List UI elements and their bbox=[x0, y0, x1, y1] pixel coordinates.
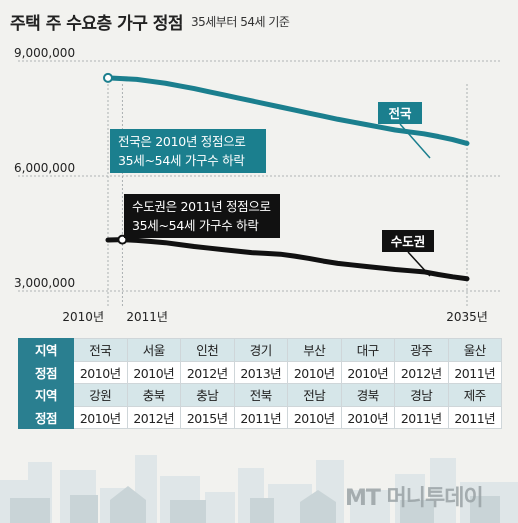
region-cell: 충북 bbox=[126, 383, 181, 407]
series-line-capital bbox=[105, 237, 470, 282]
peak-cell: 2011년 bbox=[233, 405, 288, 429]
publisher-logo: MT 머니투데이 bbox=[345, 480, 484, 512]
x-tick-label: 2010년 bbox=[62, 310, 104, 324]
y-tick-label: 3,000,000 bbox=[14, 276, 75, 290]
x-tick-label: 2011년 bbox=[126, 310, 168, 324]
peak-cell: 2011년 bbox=[447, 360, 502, 384]
capital-tag-box bbox=[382, 230, 434, 252]
region-cell: 울산 bbox=[447, 338, 502, 362]
capital-tag-label: 수도권 bbox=[391, 234, 426, 249]
peak-cell: 2010년 bbox=[287, 360, 342, 384]
national-callout-line: 35세~54세 가구수 하락 bbox=[118, 153, 245, 168]
tag-connector bbox=[399, 123, 431, 159]
region-cell: 인천 bbox=[180, 338, 235, 362]
region-cell: 전남 bbox=[287, 383, 342, 407]
city-skyline-decoration bbox=[0, 455, 518, 523]
table-row: 지역 강원 충북 충남 전북 전남 경북 경남 제주 bbox=[18, 383, 502, 407]
peak-cell: 2010년 bbox=[340, 360, 395, 384]
peak-cell: 2010년 bbox=[73, 405, 128, 429]
region-header-cell: 지역 bbox=[18, 383, 74, 407]
logo-text: MT 머니투데이 bbox=[345, 486, 484, 511]
peak-cell: 2012년 bbox=[126, 405, 181, 429]
region-cell: 충남 bbox=[180, 383, 235, 407]
region-cell: 대구 bbox=[340, 338, 395, 362]
peak-header-cell: 정점 bbox=[18, 405, 74, 429]
x-tick-label: 2035년 bbox=[446, 310, 488, 324]
peak-header-cell: 정점 bbox=[18, 360, 74, 384]
region-cell: 강원 bbox=[73, 383, 128, 407]
capital-callout-line: 35세~54세 가구수 하락 bbox=[132, 218, 259, 233]
peak-cell: 2010년 bbox=[340, 405, 395, 429]
tag-connector bbox=[407, 251, 431, 277]
national-callout-line: 전국은 2010년 정점으로 bbox=[118, 134, 246, 149]
national-callout-box bbox=[110, 129, 266, 173]
capital-callout-line: 수도권은 2011년 정점으로 bbox=[132, 199, 271, 214]
peak-marker bbox=[103, 72, 113, 83]
peak-cell: 2011년 bbox=[394, 405, 449, 429]
table-row: 정점 2010년 2012년 2015년 2011년 2010년 2010년 2011년 201… bbox=[18, 405, 502, 429]
region-cell: 경기 bbox=[233, 338, 288, 362]
peak-cell: 2015년 bbox=[180, 405, 235, 429]
peak-cell: 2010년 bbox=[287, 405, 342, 429]
region-cell: 전국 bbox=[73, 338, 128, 362]
peak-cell: 2012년 bbox=[180, 360, 235, 384]
peak-cell: 2010년 bbox=[73, 360, 128, 384]
region-cell: 서울 bbox=[126, 338, 181, 362]
capital-callout-box bbox=[124, 194, 280, 238]
chart-subtitle: 35세부터 54세 기준 bbox=[191, 15, 290, 29]
peak-cell: 2011년 bbox=[447, 405, 502, 429]
peak-table: 지역 전국 서울 인천 경기 부산 대구 광주 울산 정점 2010년 2010년 2012년 2013년… bbox=[18, 338, 502, 429]
peak-cell: 2010년 bbox=[126, 360, 181, 384]
region-header-cell: 지역 bbox=[18, 338, 74, 362]
region-cell: 부산 bbox=[287, 338, 342, 362]
chart-title: 주택 주 수요층 가구 정점 bbox=[10, 14, 184, 34]
national-tag-label: 전국 bbox=[388, 106, 412, 121]
peak-cell: 2012년 bbox=[394, 360, 449, 384]
region-cell: 경남 bbox=[394, 383, 449, 407]
y-tick-label: 9,000,000 bbox=[14, 46, 75, 60]
region-cell: 광주 bbox=[394, 338, 449, 362]
peak-cell: 2013년 bbox=[233, 360, 288, 384]
region-cell: 전북 bbox=[233, 383, 288, 407]
table-row: 정점 2010년 2010년 2012년 2013년 2010년 2010년 2012년 201… bbox=[18, 360, 502, 384]
region-cell: 제주 bbox=[447, 383, 502, 407]
table-row: 지역 전국 서울 인천 경기 부산 대구 광주 울산 bbox=[18, 338, 502, 362]
national-tag-box bbox=[378, 102, 422, 124]
y-tick-label: 6,000,000 bbox=[14, 161, 75, 175]
region-cell: 경북 bbox=[340, 383, 395, 407]
line-chart: 9,000,000 6,000,000 3,000,000 2010년 2011년 20… bbox=[14, 46, 500, 324]
